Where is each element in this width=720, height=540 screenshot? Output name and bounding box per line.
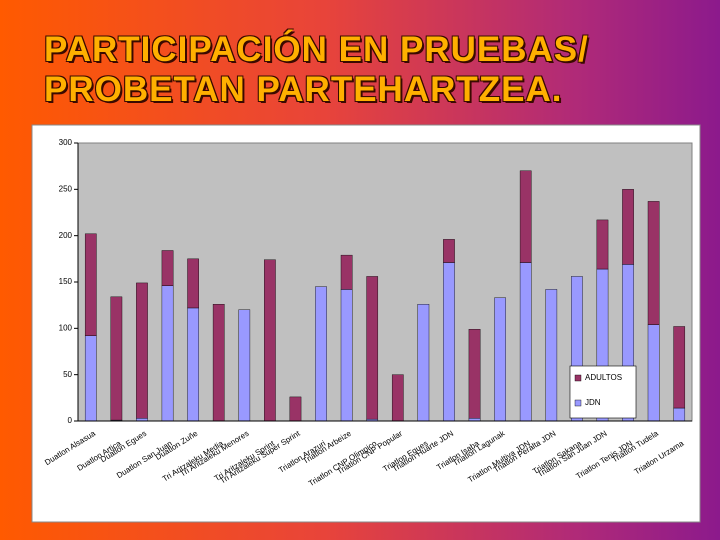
bar-segment — [84, 335, 97, 422]
y-tick-label: 0 — [68, 416, 73, 425]
bar-segment — [238, 309, 251, 422]
slide-title: PARTICIPACIÓN EN PRUEBAS/ PROBETAN PARTE… — [44, 30, 589, 109]
legend-swatch — [574, 399, 582, 407]
bar-segment — [84, 233, 97, 336]
y-tick-label: 100 — [59, 323, 73, 332]
bar-segment — [264, 259, 276, 422]
y-tick-label: 150 — [59, 277, 73, 286]
bar-segment — [187, 307, 199, 422]
bar-segment — [161, 285, 174, 422]
bar-segment — [545, 289, 558, 422]
bar-segment — [289, 396, 302, 422]
bar-segment — [622, 189, 634, 265]
y-tick-label: 300 — [59, 138, 73, 147]
bar-segment — [494, 297, 506, 422]
bar-segment — [110, 296, 123, 421]
bar-segment — [212, 304, 225, 422]
bar-segment — [673, 407, 686, 422]
bar-segment — [673, 326, 686, 409]
bar-segment — [519, 262, 532, 422]
y-tick-label: 200 — [59, 231, 73, 240]
bar-segment — [391, 374, 404, 422]
legend-swatch — [574, 374, 582, 382]
bar-segment — [366, 276, 379, 420]
bar-segment — [340, 289, 353, 422]
y-tick-label: 50 — [63, 370, 72, 379]
legend-label: ADULTOS — [585, 373, 622, 382]
y-tick-label: 250 — [59, 184, 73, 193]
bar-segment — [596, 219, 609, 270]
bar-segment — [468, 329, 481, 419]
bar-segment — [443, 239, 455, 263]
legend-box — [569, 365, 637, 419]
bar-segment — [443, 262, 455, 422]
bar-segment — [161, 250, 174, 286]
legend-label: JDN — [585, 398, 601, 407]
plot-area — [77, 142, 693, 422]
bar-segment — [519, 170, 532, 263]
bar-segment — [315, 286, 327, 422]
bar-segment — [647, 324, 660, 422]
bar-segment — [136, 282, 148, 419]
bar-segment — [340, 254, 353, 290]
bar-segment — [417, 304, 430, 422]
bar-segment — [647, 201, 660, 325]
bar-segment — [187, 258, 199, 309]
